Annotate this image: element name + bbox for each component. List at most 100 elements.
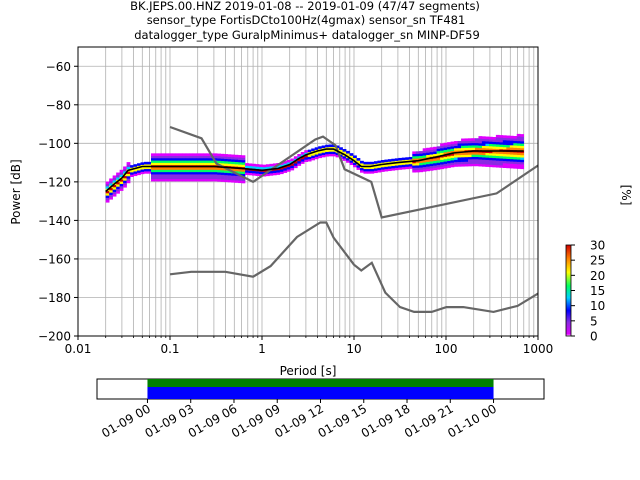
heatmap-cell — [119, 179, 124, 182]
heatmap-cell — [178, 176, 183, 180]
heatmap-cell — [461, 163, 465, 167]
heatmap-cell — [286, 159, 291, 163]
heatmap-cell — [457, 147, 462, 151]
heatmap-cell — [224, 156, 228, 159]
heatmap-cell — [192, 162, 197, 166]
heatmap-cell — [360, 160, 364, 164]
heatmap-cell — [227, 177, 232, 181]
heatmap-cell — [481, 136, 486, 139]
heatmap-cell — [380, 164, 385, 168]
heatmap-cell — [231, 177, 235, 181]
heatmap-cell — [509, 145, 514, 148]
heatmap-cell — [300, 156, 305, 160]
heatmap-cell — [471, 163, 476, 167]
heatmap-cell — [328, 144, 333, 148]
heatmap-cell — [474, 138, 479, 141]
heatmap-cell — [210, 176, 214, 180]
heatmap-cell — [262, 166, 267, 170]
heatmap-cell — [116, 191, 120, 194]
x-tick-label: 10 — [346, 342, 361, 356]
heatmap-cell — [272, 172, 277, 176]
heatmap-cell — [440, 159, 444, 163]
heatmap-cell — [185, 178, 190, 182]
heatmap-cell — [154, 178, 159, 182]
heatmap-cell — [227, 154, 232, 157]
heatmap-cell — [231, 161, 235, 165]
heatmap-cell — [332, 151, 336, 155]
heatmap-cell — [164, 176, 169, 180]
heatmap-cell — [443, 147, 448, 151]
heatmap-cell — [471, 161, 476, 164]
heatmap-cell — [384, 159, 389, 163]
heatmap-cell — [276, 165, 281, 168]
heatmap-cell — [499, 153, 504, 157]
heatmap-cell — [478, 138, 483, 142]
heatmap-cell — [154, 169, 159, 173]
heatmap-cell — [520, 154, 525, 158]
heatmap-cell — [178, 171, 183, 175]
heatmap-cell — [182, 169, 187, 173]
heatmap-cell — [133, 173, 138, 177]
heatmap-cell — [126, 180, 131, 184]
heatmap-cell — [224, 154, 228, 157]
heatmap-cell — [454, 164, 458, 167]
heatmap-cell — [154, 174, 159, 177]
heatmap-cell — [314, 154, 319, 157]
heatmap-cell — [269, 166, 274, 169]
heatmap-cell — [495, 148, 500, 152]
heatmap-cell — [213, 153, 218, 156]
heatmap-cell — [318, 153, 322, 156]
heatmap-cell — [220, 176, 225, 180]
heatmap-cell — [468, 142, 472, 146]
heatmap-cell — [203, 167, 208, 170]
heatmap-cell — [492, 150, 497, 154]
heatmap-cell — [150, 162, 155, 166]
heatmap-cell — [419, 153, 424, 157]
heatmap-cell — [105, 193, 110, 196]
heatmap-cell — [443, 156, 448, 160]
heatmap-cell — [116, 172, 120, 176]
heatmap-cell — [464, 163, 469, 167]
heatmap-cell — [168, 176, 173, 180]
heatmap-cell — [499, 144, 504, 147]
heatmap-cell — [373, 168, 378, 171]
heatmap-cell — [353, 164, 357, 168]
heatmap-cell — [384, 168, 389, 172]
heatmap-cell — [433, 162, 437, 166]
heatmap-cell — [258, 166, 263, 170]
heatmap-cell — [304, 159, 309, 163]
heatmap-cell — [224, 179, 228, 183]
heatmap-cell — [377, 167, 382, 171]
heatmap-cell — [415, 155, 420, 159]
heatmap-cell — [147, 166, 152, 170]
heatmap-cell — [454, 157, 458, 160]
heatmap-cell — [509, 138, 514, 141]
heatmap-cell — [429, 151, 434, 155]
heatmap-cell — [426, 154, 430, 158]
heatmap-cell — [175, 174, 180, 177]
colorbar-tick-label: 0 — [590, 330, 598, 344]
heatmap-cell — [440, 145, 444, 149]
heatmap-cell — [426, 159, 430, 162]
heatmap-cell — [123, 184, 127, 188]
heatmap-cell — [478, 152, 483, 155]
heatmap-cell — [495, 162, 500, 166]
heatmap-cell — [182, 155, 187, 159]
heatmap-cell — [478, 140, 483, 144]
heatmap-cell — [520, 152, 525, 156]
x-axis: 0.01 0.1 1 10 100 1000 — [65, 336, 553, 356]
heatmap-cell — [495, 151, 500, 154]
heatmap-cell — [126, 164, 131, 168]
heatmap-cell — [182, 176, 187, 180]
heatmap-cell — [307, 154, 312, 157]
heatmap-cell — [161, 171, 166, 175]
heatmap-cell — [175, 162, 180, 166]
heatmap-cell — [499, 160, 504, 164]
heatmap-cell — [283, 167, 288, 171]
heatmap-cell — [269, 170, 274, 174]
heatmap-cell — [422, 166, 427, 170]
heatmap-cell — [346, 153, 350, 156]
heatmap-cell — [436, 157, 441, 161]
heatmap-cell — [447, 153, 451, 157]
heatmap-cell — [224, 161, 228, 164]
